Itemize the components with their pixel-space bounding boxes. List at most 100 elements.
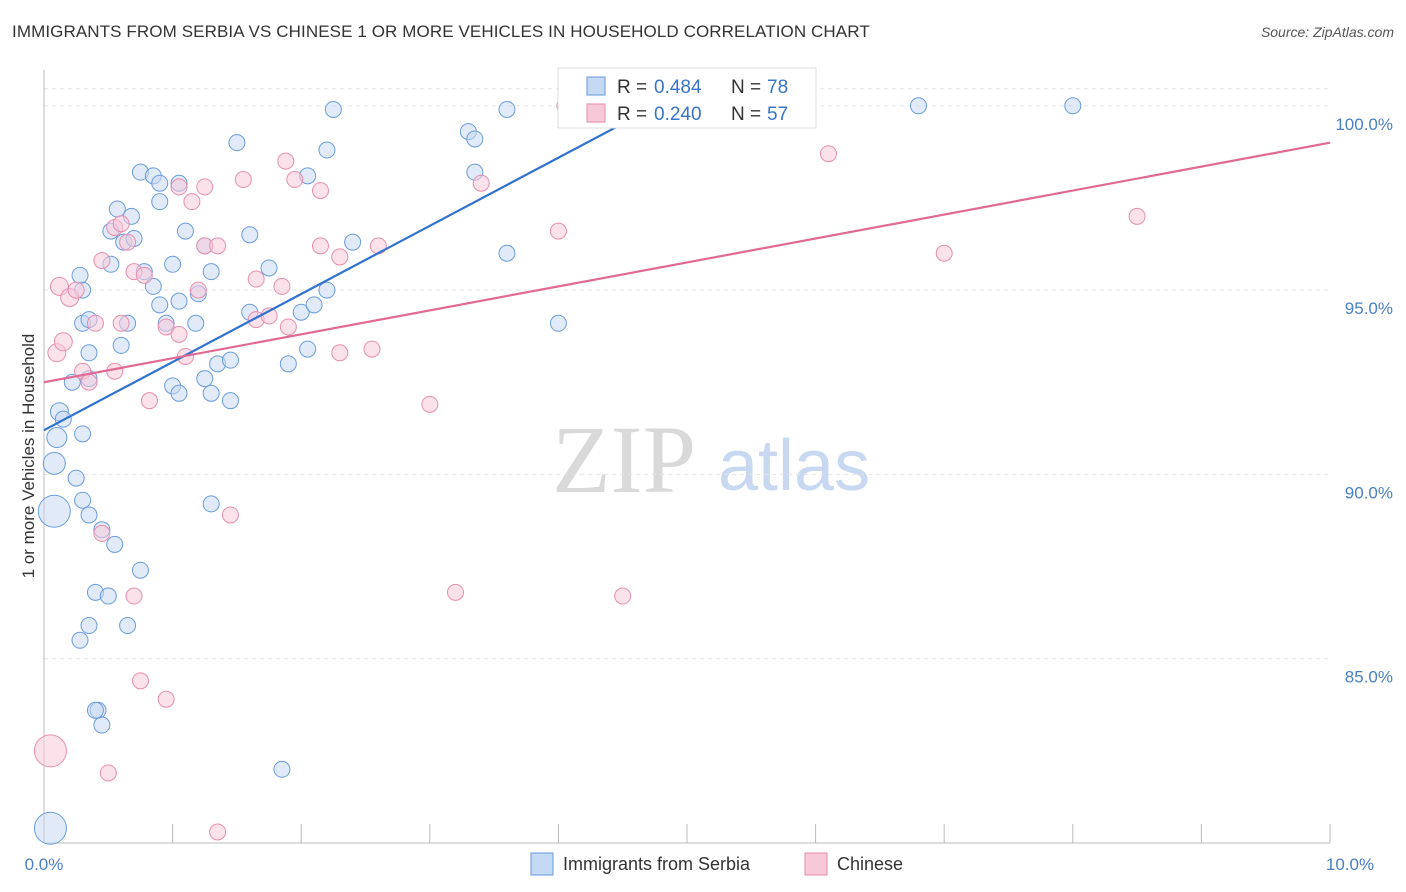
chinese-point-35	[311, 237, 329, 255]
serbia-point-45	[241, 226, 259, 244]
serbia-point-33	[176, 222, 194, 240]
serbia-point-32	[170, 292, 188, 310]
y-tick-label-85: 85.0%	[1345, 668, 1393, 687]
serbia-point-9	[80, 344, 98, 362]
serbia-point-3	[46, 427, 68, 449]
serbia-point-55	[299, 340, 317, 358]
y-axis-tick-labels: 85.0% 90.0% 95.0% 100.0%	[1335, 115, 1393, 687]
y-tick-label-100: 100.0%	[1335, 115, 1393, 134]
chinese-point-38	[363, 340, 381, 358]
bottom-legend: Immigrants from Serbia Chinese	[530, 852, 903, 876]
serbia-point-80	[119, 617, 137, 635]
chinese-point-19	[170, 178, 188, 196]
chinese-point-33	[286, 171, 304, 189]
chinese-point-7	[86, 314, 104, 332]
legend-r-label-chinese: R =	[617, 104, 647, 125]
trend-line-chinese	[43, 141, 1331, 384]
chinese-point-34	[311, 182, 329, 200]
serbia-point-10	[112, 336, 130, 354]
serbia-point-2	[42, 451, 66, 475]
legend-r-label-serbia: R =	[617, 77, 647, 98]
legend-n-value-serbia: 78	[767, 77, 788, 98]
chinese-point-46	[1128, 207, 1146, 225]
chinese-point-52	[221, 506, 239, 524]
series-chinese-points	[33, 97, 1146, 841]
serbia-point-18	[144, 277, 162, 295]
watermark-zip: ZIP	[552, 406, 696, 513]
chinese-point-42	[549, 222, 567, 240]
serbia-point-74	[99, 587, 117, 605]
chinese-point-31	[279, 318, 297, 336]
chinese-point-5	[67, 281, 85, 299]
legend-box: R = 0.484 N = 78 R = 0.240 N = 57	[557, 67, 817, 129]
chinese-point-27	[247, 270, 265, 288]
serbia-point-44	[221, 392, 239, 410]
legend-r-value-serbia: 0.484	[654, 77, 702, 98]
chinese-point-13	[135, 266, 153, 284]
chinese-point-50	[131, 672, 149, 690]
watermark-atlas: atlas	[718, 426, 870, 506]
serbia-point-47	[260, 259, 278, 277]
chinese-point-54	[614, 587, 632, 605]
serbia-point-75	[80, 617, 98, 635]
chinese-point-36	[331, 248, 349, 266]
serbia-point-79	[86, 701, 104, 719]
chinese-point-51	[157, 690, 175, 708]
chinese-point-32	[277, 152, 295, 170]
legend-swatch-chinese	[586, 103, 606, 123]
serbia-point-63	[549, 314, 567, 332]
chinese-point-53	[447, 583, 465, 601]
chinese-point-47	[80, 373, 98, 391]
y-tick-label-90: 90.0%	[1345, 483, 1393, 502]
x-tick-label-10: 10.0%	[1326, 855, 1374, 874]
serbia-point-48	[279, 355, 297, 373]
serbia-point-19	[151, 296, 169, 314]
serbia-point-1	[37, 494, 71, 528]
serbia-point-59	[466, 130, 484, 148]
serbia-point-78	[93, 716, 111, 734]
legend-n-label-chinese: N =	[731, 104, 761, 125]
bottom-legend-label-serbia: Immigrants from Serbia	[563, 854, 751, 874]
chinese-point-21	[196, 178, 214, 196]
legend-n-label-serbia: N =	[731, 77, 761, 98]
serbia-point-67	[67, 469, 85, 487]
serbia-point-62	[498, 244, 516, 262]
serbia-point-26	[151, 193, 169, 211]
bottom-legend-swatch-chinese	[804, 852, 828, 876]
trend-line-serbia	[43, 115, 637, 432]
chinese-point-0	[33, 734, 67, 768]
serbia-point-35	[202, 263, 220, 281]
serbia-point-71	[106, 535, 124, 553]
serbia-point-70	[80, 506, 98, 524]
serbia-point-6	[74, 425, 92, 443]
chinese-point-25	[209, 237, 227, 255]
bottom-legend-label-chinese: Chinese	[837, 854, 903, 874]
chinese-point-45	[935, 244, 953, 262]
chinese-point-40	[421, 395, 439, 413]
chinese-point-11	[119, 233, 137, 251]
serbia-point-53	[344, 233, 362, 251]
legend-n-value-chinese: 57	[767, 104, 788, 125]
chart-title: IMMIGRANTS FROM SERBIA VS CHINESE 1 OR M…	[12, 22, 870, 41]
serbia-point-61	[498, 100, 516, 118]
serbia-point-82	[273, 760, 291, 778]
serbia-point-42	[196, 370, 214, 388]
series-serbia-points	[33, 97, 1082, 845]
chinese-point-18	[170, 325, 188, 343]
legend-swatch-serbia	[586, 76, 606, 96]
serbia-point-39	[221, 351, 239, 369]
serbia-point-0	[33, 811, 67, 845]
chinese-point-10	[112, 215, 130, 233]
chinese-point-16	[140, 392, 158, 410]
serbia-point-52	[324, 100, 342, 118]
serbia-point-54	[292, 303, 310, 321]
serbia-point-43	[202, 384, 220, 402]
chart-source: Source: ZipAtlas.com	[1260, 24, 1394, 40]
chinese-point-48	[93, 524, 111, 542]
chinese-point-2	[53, 332, 73, 352]
serbia-point-51	[318, 141, 336, 159]
serbia-point-76	[71, 631, 89, 649]
x-axis-ticks	[43, 824, 1331, 843]
serbia-point-37	[187, 314, 205, 332]
